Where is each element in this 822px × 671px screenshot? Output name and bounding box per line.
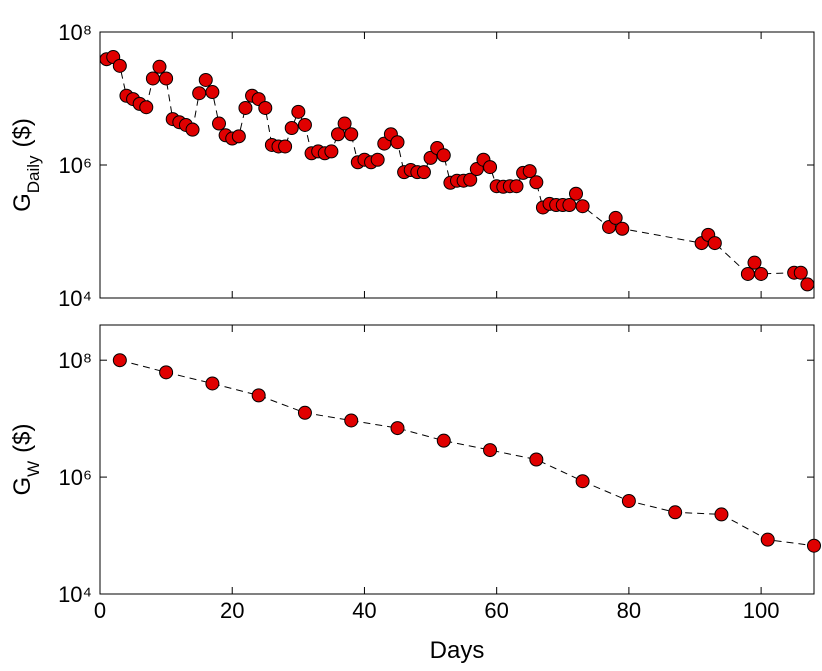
x-tick-label: 60: [484, 598, 508, 623]
data-point: [297, 405, 312, 420]
y-label-sub: W: [24, 461, 43, 477]
data-point: [278, 139, 293, 154]
data-point: [251, 388, 266, 403]
y-tick-label: 10⁸: [58, 20, 92, 45]
data-point: [344, 413, 359, 428]
plot-frame: [99, 31, 815, 299]
data-point: [608, 210, 623, 225]
data-point: [575, 474, 590, 489]
y-axis-label: GW ($): [9, 423, 43, 495]
y-label-sub: Daily: [24, 155, 43, 193]
data-point: [205, 85, 220, 100]
data-point: [159, 71, 174, 86]
data-point: [436, 433, 451, 448]
data-point: [258, 100, 273, 115]
data-point: [416, 165, 431, 180]
x-tick-label: 80: [617, 598, 641, 623]
data-point: [569, 186, 583, 201]
y-label-main: G: [9, 477, 36, 496]
data-point: [205, 376, 220, 391]
data-point: [760, 532, 775, 547]
data-point: [793, 265, 808, 280]
data-point: [337, 116, 352, 131]
y-tick-label: 10⁶: [58, 153, 92, 178]
data-point: [238, 100, 253, 115]
data-point: [807, 538, 821, 553]
data-point: [529, 175, 544, 190]
data-point: [529, 452, 544, 467]
data-point: [231, 129, 246, 144]
y-tick-label: 10⁸: [58, 348, 92, 373]
y-axis-label: GDaily ($): [9, 118, 43, 212]
data-point: [621, 493, 636, 508]
data-point: [145, 71, 160, 86]
data-point: [800, 277, 815, 292]
data-point: [192, 86, 207, 101]
data-point: [483, 160, 498, 175]
y-tick-label: 10⁴: [58, 582, 92, 607]
data-point: [668, 505, 683, 520]
plot-frame: [99, 324, 815, 595]
x-tick-label: 100: [743, 598, 780, 623]
data-point: [562, 198, 577, 213]
data-point: [522, 164, 537, 179]
data-point: [291, 104, 306, 119]
data-point: [185, 122, 200, 137]
data-point: [463, 172, 478, 187]
y-tick-label: 10⁴: [58, 286, 92, 311]
data-point: [297, 117, 312, 132]
x-tick-label: 0: [94, 598, 106, 623]
data-point: [423, 150, 438, 165]
data-point: [112, 58, 127, 73]
data-point: [615, 221, 630, 236]
data-point: [483, 443, 498, 458]
y-label-main: G: [9, 193, 36, 212]
data-point: [390, 421, 405, 436]
data-point: [436, 148, 451, 163]
data-line: [119, 359, 815, 547]
data-point: [112, 353, 127, 368]
y-label-unit: ($): [9, 423, 36, 452]
x-tick-label: 40: [352, 598, 376, 623]
data-point: [212, 116, 226, 131]
x-axis-label: Days: [430, 637, 485, 664]
data-point: [139, 100, 154, 115]
x-tick-label: 20: [220, 598, 244, 623]
data-point: [284, 121, 299, 136]
data-point: [509, 179, 524, 194]
y-label-unit: ($): [9, 118, 36, 147]
data-point: [344, 127, 359, 142]
data-point: [714, 507, 729, 522]
data-point: [707, 236, 722, 251]
data-point: [152, 59, 167, 74]
data-point: [198, 72, 213, 87]
data-point: [747, 255, 762, 270]
data-point: [740, 266, 755, 281]
data-point: [575, 199, 590, 214]
y-tick-label: 10⁶: [58, 465, 92, 490]
data-point: [159, 365, 174, 380]
data-point: [370, 152, 385, 167]
data-point: [390, 135, 405, 150]
data-point: [324, 144, 339, 159]
data-point: [754, 266, 769, 281]
